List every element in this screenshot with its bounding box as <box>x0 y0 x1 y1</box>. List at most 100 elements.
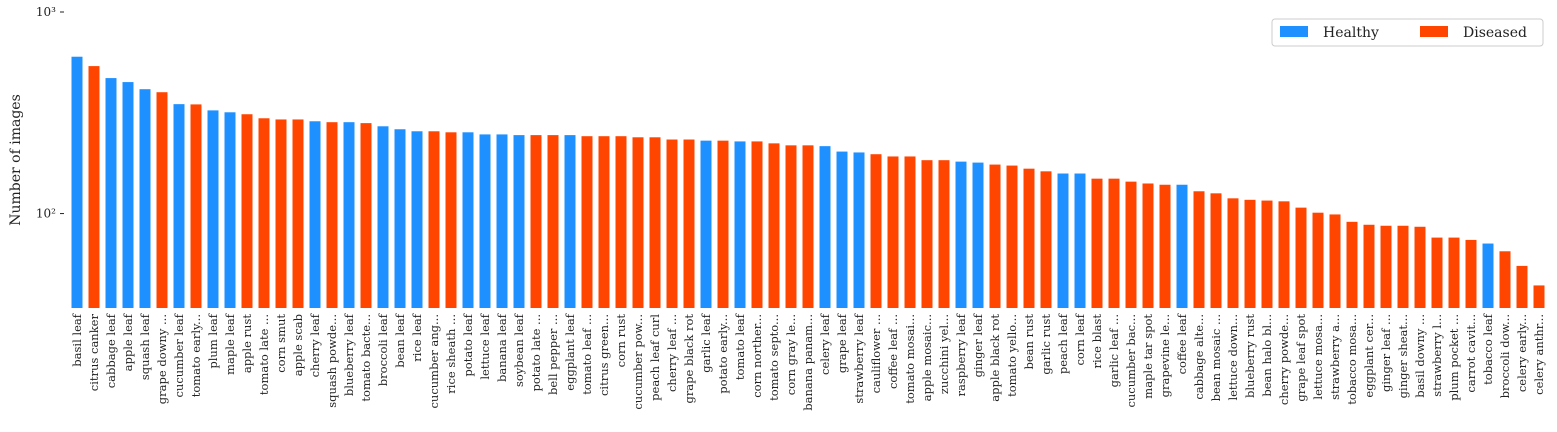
x-tick-label: celery anthr... <box>1532 314 1546 395</box>
bar <box>224 112 236 308</box>
bar <box>1380 225 1392 308</box>
x-tick-label: maple tar spot <box>1141 314 1155 399</box>
x-tick-label: bell pepper ... <box>546 314 560 395</box>
x-tick-label: corn leaf <box>1073 313 1087 365</box>
bar <box>598 136 610 308</box>
bar <box>292 119 304 309</box>
x-tick-label: bean leaf <box>393 313 407 367</box>
x-tick-label: basil leaf <box>70 313 84 366</box>
bar <box>632 137 644 308</box>
x-tick-label: ginger leaf ... <box>1379 314 1393 392</box>
x-tick-label: eggplant cer... <box>1362 314 1376 398</box>
x-tick-label: tomato mosai... <box>903 314 917 404</box>
x-tick-label: corn gray le... <box>784 314 798 395</box>
bar <box>309 121 321 308</box>
bar <box>1244 199 1256 308</box>
x-tick-label: tobacco mosa... <box>1345 314 1359 405</box>
x-tick-label: squash leaf <box>138 313 152 380</box>
x-tick-label: cabbage leaf <box>104 313 118 388</box>
bar <box>360 123 372 308</box>
x-tick-label: cucumber bac... <box>1124 314 1138 408</box>
bar <box>411 131 423 308</box>
x-tick-label: cherry leaf <box>308 313 322 377</box>
x-tick-label: garlic leaf ... <box>1107 314 1121 387</box>
bar <box>1108 178 1120 308</box>
legend-swatch <box>1420 26 1448 37</box>
x-tick-label: bean halo bl... <box>1260 314 1274 397</box>
x-tick-label: plum pocket ... <box>1447 314 1461 401</box>
bar <box>105 78 117 308</box>
bar <box>1363 224 1375 308</box>
x-tick-label: apple leaf <box>121 313 135 371</box>
x-tick-label: potato early... <box>716 314 730 394</box>
x-tick-label: corn smut <box>274 314 288 373</box>
bar <box>173 104 185 308</box>
bar <box>615 136 627 308</box>
bar <box>819 146 831 308</box>
bar <box>938 160 950 308</box>
bar <box>513 135 525 308</box>
bar <box>275 119 287 309</box>
x-tick-label: peach leaf curl <box>648 314 662 401</box>
bar <box>1091 178 1103 308</box>
bar <box>989 164 1001 308</box>
legend-label: Diseased <box>1463 25 1527 41</box>
x-tick-label: blueberry leaf <box>342 313 356 396</box>
x-tick-label: squash powde... <box>325 314 339 408</box>
x-tick-label: grape downy ... <box>155 314 169 404</box>
x-tick-label: corn rust <box>614 314 628 368</box>
x-tick-label: potato late ... <box>529 314 543 392</box>
bar <box>1499 251 1511 308</box>
x-tick-label: lettuce down... <box>1226 314 1240 401</box>
x-tick-label: banana leaf <box>495 313 509 382</box>
x-tick-label: lettuce mosa... <box>1311 314 1325 400</box>
bar <box>1159 184 1171 308</box>
bar <box>1040 171 1052 308</box>
bar <box>530 135 542 308</box>
bar <box>1278 201 1290 308</box>
bar <box>1074 173 1086 308</box>
bar <box>1431 237 1443 308</box>
x-tick-label: grape black rot <box>682 314 696 404</box>
y-tick-label: 10³ <box>36 5 56 19</box>
bar <box>1176 184 1188 308</box>
x-tick-label: apple rust <box>240 314 254 374</box>
x-tick-label: tomato early... <box>189 314 203 397</box>
bar <box>581 136 593 308</box>
bar <box>836 151 848 308</box>
bar <box>1329 214 1341 308</box>
x-tick-label: tomato leaf <box>733 313 747 380</box>
x-tick-label: apple scab <box>291 314 305 376</box>
x-tick-label: rice leaf <box>410 313 424 361</box>
x-tick-label: strawberry leaf <box>852 313 866 403</box>
x-tick-label: eggplant leaf <box>563 313 577 390</box>
x-tick-label: plum leaf <box>206 313 220 368</box>
x-tick-label: carrot cavit... <box>1464 314 1478 393</box>
x-tick-label: maple leaf <box>223 313 237 375</box>
bar <box>343 122 355 308</box>
bar <box>734 141 746 308</box>
bar <box>241 114 253 308</box>
bar <box>190 104 202 308</box>
x-tick-label: tomato bacte... <box>359 314 373 402</box>
x-tick-label: rice blast <box>1090 314 1104 369</box>
x-tick-label: tomato late ... <box>257 314 271 395</box>
bar <box>1227 198 1239 308</box>
x-tick-label: cucumber pow... <box>631 314 645 410</box>
x-tick-label: tomato yello... <box>1005 314 1019 397</box>
x-tick-label: coffee leaf <box>1175 313 1189 374</box>
x-tick-label: broccoli dow... <box>1498 314 1512 398</box>
x-tick-label: raspberry leaf <box>954 313 968 396</box>
x-tick-label: lettuce leaf <box>478 313 492 379</box>
bar <box>1006 165 1018 308</box>
bar <box>666 139 678 308</box>
x-tick-label: ginger sheat... <box>1396 314 1410 398</box>
bar <box>156 92 168 308</box>
bar <box>139 89 151 308</box>
bar <box>377 126 389 308</box>
bar <box>1261 200 1273 308</box>
bar <box>1533 285 1545 308</box>
legend-label: Healthy <box>1323 25 1379 41</box>
bar <box>768 143 780 308</box>
bar <box>1057 173 1069 308</box>
